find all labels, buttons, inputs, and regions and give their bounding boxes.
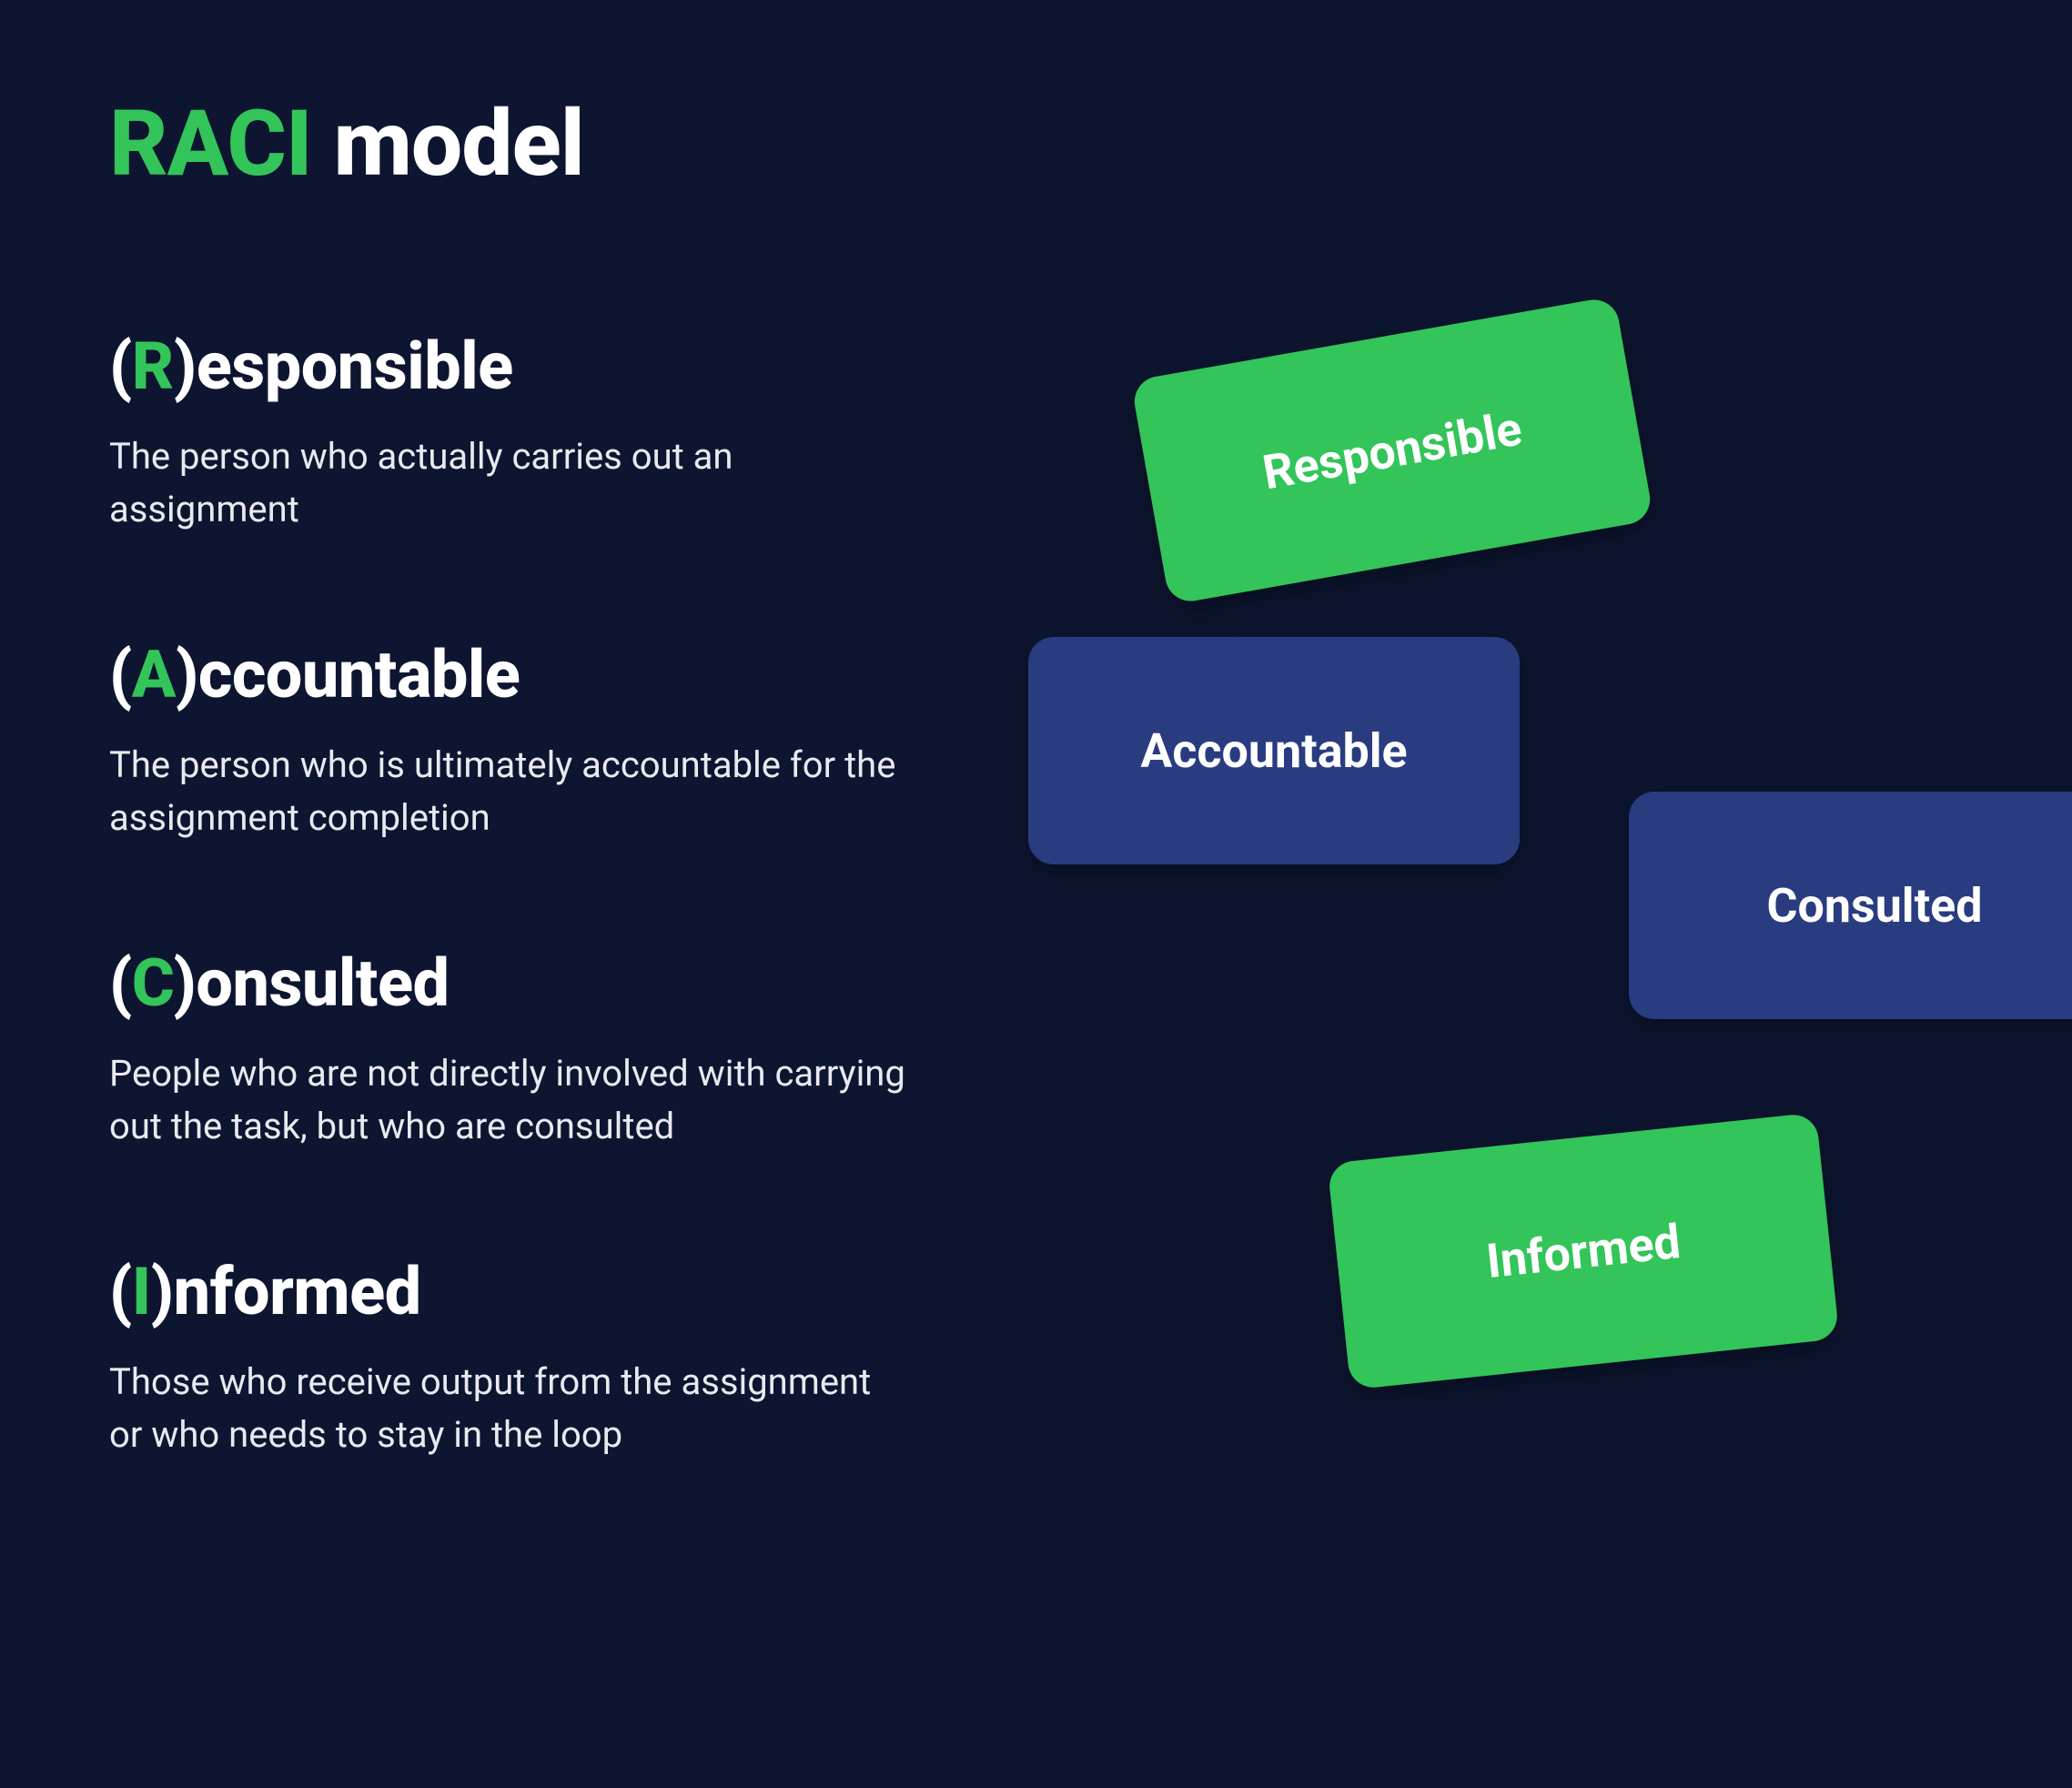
definition-consulted: (C)onsulted People who are not directly … bbox=[109, 945, 928, 1153]
definition-heading: (I)nformed bbox=[109, 1253, 928, 1330]
page-title: RACI model bbox=[109, 91, 584, 197]
definition-letter: A bbox=[132, 636, 176, 713]
title-rest: model bbox=[312, 91, 584, 197]
definition-responsible: (R)esponsible The person who actually ca… bbox=[109, 328, 928, 536]
title-accent: RACI bbox=[109, 91, 312, 197]
definition-word-rest: onsulted bbox=[196, 945, 449, 1022]
card-label: Accountable bbox=[1140, 723, 1407, 779]
card-consulted: Consulted bbox=[1629, 792, 2072, 1019]
definition-description: The person who actually carries out an a… bbox=[109, 430, 910, 536]
definition-informed: (I)nformed Those who receive output from… bbox=[109, 1253, 928, 1461]
definition-description: Those who receive output from the assign… bbox=[109, 1356, 910, 1461]
definition-accountable: (A)ccountable The person who is ultimate… bbox=[109, 636, 928, 844]
definition-word-rest: esponsible bbox=[197, 328, 513, 405]
definition-word-rest: ccountable bbox=[198, 636, 521, 713]
definition-letter: R bbox=[132, 328, 174, 405]
definition-heading: (A)ccountable bbox=[109, 636, 928, 713]
definitions-column: (R)esponsible The person who actually ca… bbox=[109, 328, 928, 1561]
definition-description: The person who is ultimately accountable… bbox=[109, 739, 910, 844]
card-responsible: Responsible bbox=[1130, 296, 1653, 605]
card-label: Informed bbox=[1484, 1213, 1683, 1288]
card-informed: Informed bbox=[1327, 1112, 1839, 1389]
card-accountable: Accountable bbox=[1028, 637, 1520, 864]
definition-heading: (C)onsulted bbox=[109, 945, 928, 1022]
definition-heading: (R)esponsible bbox=[109, 328, 928, 405]
card-label: Consulted bbox=[1766, 878, 1982, 934]
definition-letter: I bbox=[132, 1253, 151, 1330]
infographic-canvas: RACI model (R)esponsible The person who … bbox=[0, 0, 2072, 1788]
card-label: Responsible bbox=[1258, 400, 1526, 500]
definition-letter: C bbox=[132, 945, 174, 1022]
definition-word-rest: nformed bbox=[174, 1253, 421, 1330]
definition-description: People who are not directly involved wit… bbox=[109, 1047, 910, 1153]
